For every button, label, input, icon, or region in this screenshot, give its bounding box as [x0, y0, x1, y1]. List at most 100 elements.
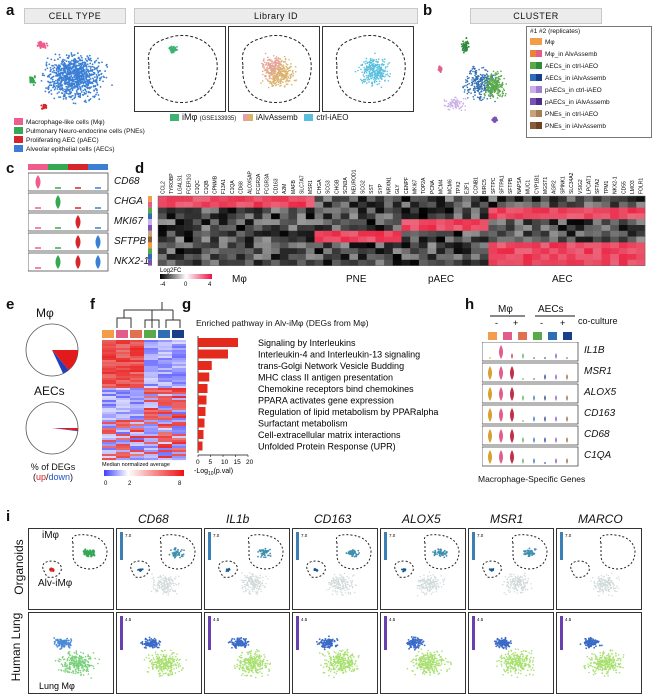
- f-heat-cell: [172, 408, 186, 411]
- f-heat-cell: [102, 452, 116, 455]
- umap-point-aec: [91, 73, 93, 76]
- cluster-point: [493, 120, 496, 123]
- lib-point-ctrl: [357, 69, 359, 72]
- i-point-bg: [352, 575, 354, 577]
- pathway-bar: [198, 395, 207, 405]
- f-heat-cell: [158, 436, 172, 439]
- i-point-bg: [523, 578, 525, 580]
- heatmap-cell: [218, 248, 228, 255]
- f-heat-cell: [144, 348, 158, 351]
- heatmap-cell: [271, 259, 281, 266]
- i-point-expr: [444, 552, 447, 555]
- f-heat-cell: [172, 340, 186, 343]
- lib-point-ctrl: [364, 70, 366, 73]
- cluster-point: [486, 81, 488, 84]
- i-point-bg: [336, 591, 339, 593]
- umap-point-aec: [67, 81, 70, 84]
- heatmap-cell: [253, 259, 263, 266]
- heatmap-cell: [218, 230, 228, 237]
- i-point-bg: [420, 587, 422, 589]
- umap-point-aec: [93, 89, 96, 92]
- f-heat-cell: [102, 392, 116, 395]
- heatmap-cell: [244, 196, 254, 203]
- heatmap-cell: [384, 230, 394, 237]
- i-point-bg: [160, 576, 163, 578]
- cluster-point: [474, 67, 476, 70]
- i-point-bg: [432, 579, 434, 581]
- heatmap-cell: [279, 236, 289, 243]
- cluster-point: [495, 85, 498, 88]
- heatmap-cell: [592, 196, 602, 203]
- f-heat-cell: [116, 356, 130, 359]
- i-point-bg: [159, 587, 161, 589]
- heatmap-cell: [236, 230, 246, 237]
- heatmap-cell: [184, 196, 194, 203]
- i-point-bg: [157, 576, 159, 579]
- heatmap-cell: [453, 236, 463, 243]
- f-heat-cell: [172, 346, 186, 349]
- f-heat-cell: [172, 390, 186, 393]
- heatmap-cell: [618, 248, 628, 255]
- f-heat-cell: [158, 372, 172, 375]
- umap-point-aec: [73, 76, 76, 79]
- umap-point-mp: [36, 44, 39, 47]
- umap-point-paec: [45, 104, 48, 107]
- heatmap-gene-label: TPX2: [456, 181, 462, 194]
- cluster-point: [443, 104, 446, 107]
- lib-point-ctrl: [377, 74, 380, 77]
- f-heat-cell: [144, 384, 158, 387]
- heatmap-cell: [514, 259, 524, 266]
- f-heat-cell: [130, 360, 144, 363]
- lib-point-ialv: [285, 79, 288, 82]
- heatmap-cell: [523, 196, 533, 203]
- lib-point-ialv: [281, 68, 283, 70]
- cluster-point: [474, 94, 476, 96]
- umap-point-aec: [75, 69, 77, 71]
- lib-point-ctrl: [365, 74, 368, 77]
- heatmap-cell: [497, 236, 507, 243]
- heatmap-gene-label: ALOX5AP: [247, 171, 253, 194]
- cluster-point: [504, 94, 507, 97]
- i-point-expr: [350, 552, 353, 554]
- umap-point-aec: [60, 80, 63, 82]
- cluster-point: [455, 100, 457, 103]
- heatmap-cell: [531, 259, 541, 266]
- h-violin: [488, 429, 492, 443]
- f-heat-cell: [172, 432, 186, 435]
- umap-point-mp: [46, 44, 49, 47]
- umap-point-aec: [90, 86, 93, 88]
- i-point-expr: [439, 550, 442, 552]
- heatmap-cell: [253, 254, 263, 261]
- cluster-point: [472, 87, 475, 90]
- f-heat-cell: [144, 382, 158, 385]
- f-heat-cell: [158, 442, 172, 445]
- lib-point-ialv: [285, 63, 288, 65]
- i-point-imp: [89, 549, 92, 552]
- umap-point-aec: [95, 59, 98, 62]
- f-heat-cell: [144, 340, 158, 343]
- cluster-point: [468, 77, 470, 79]
- cluster-point: [471, 68, 474, 70]
- lib-point-ctrl: [371, 84, 374, 86]
- heatmap-cell: [453, 213, 463, 220]
- f-heat-cell: [102, 410, 116, 413]
- heatmap-cell: [375, 225, 385, 232]
- f-heat-cell: [144, 444, 158, 447]
- i-point-bg: [247, 588, 249, 591]
- heatmap-cell: [227, 213, 237, 220]
- cluster-point: [493, 85, 496, 87]
- i-point-bg: [417, 584, 420, 587]
- i-point-bg: [506, 578, 508, 580]
- umap-point-aec: [90, 81, 92, 84]
- i-point-bg: [244, 583, 246, 586]
- heatmap-cell: [514, 254, 524, 261]
- f-heat-cell: [116, 344, 130, 347]
- i-colorbar: [120, 532, 123, 560]
- heatmap-cell: [323, 201, 333, 208]
- cluster-point: [449, 103, 451, 106]
- heatmap-cell: [444, 213, 454, 220]
- umap-point-aec: [52, 86, 54, 89]
- i-point-bg: [523, 585, 526, 587]
- cluster-point: [484, 76, 486, 79]
- f-heat-cell: [172, 428, 186, 431]
